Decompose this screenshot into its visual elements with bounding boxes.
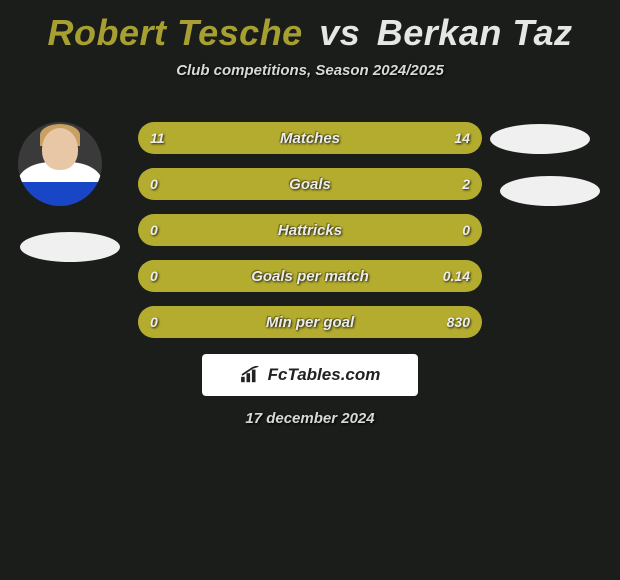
stat-value-left: 11 — [150, 130, 165, 146]
player2-flag — [500, 176, 600, 206]
stat-row: 11 14 Matches — [138, 122, 482, 154]
stat-label: Hattricks — [278, 222, 342, 239]
stat-label: Matches — [280, 130, 340, 147]
stat-label: Min per goal — [266, 314, 354, 331]
subtitle: Club competitions, Season 2024/2025 — [0, 62, 620, 79]
brand-logo: FcTables.com — [202, 354, 418, 396]
brand-text: FcTables.com — [268, 365, 381, 385]
player1-name: Robert Tesche — [47, 12, 302, 53]
stat-value-right: 0.14 — [443, 268, 470, 284]
stat-value-right: 0 — [462, 222, 470, 238]
stats-bars: 11 14 Matches 0 2 Goals 0 0 Hattricks 0 0.14 Goals … — [138, 122, 482, 352]
player1-avatar — [18, 122, 102, 206]
stat-value-left: 0 — [150, 222, 158, 238]
stat-value-right: 2 — [462, 176, 470, 192]
stat-label: Goals per match — [251, 268, 369, 285]
stat-row: 0 830 Min per goal — [138, 306, 482, 338]
stat-value-left: 0 — [150, 268, 158, 284]
player2-name: Berkan Taz — [377, 12, 573, 53]
date-label: 17 december 2024 — [0, 410, 620, 427]
chart-icon — [240, 366, 262, 384]
stat-value-left: 0 — [150, 176, 158, 192]
player2-club-flag — [490, 124, 590, 154]
player1-flag — [20, 232, 120, 262]
stat-row: 0 0 Hattricks — [138, 214, 482, 246]
vs-label: vs — [319, 12, 360, 53]
stat-row: 0 0.14 Goals per match — [138, 260, 482, 292]
stat-label: Goals — [289, 176, 331, 193]
stat-value-right: 14 — [454, 130, 470, 146]
stat-row: 0 2 Goals — [138, 168, 482, 200]
stat-value-left: 0 — [150, 314, 158, 330]
page-title: Robert Tesche vs Berkan Taz — [0, 0, 620, 54]
stat-value-right: 830 — [447, 314, 470, 330]
